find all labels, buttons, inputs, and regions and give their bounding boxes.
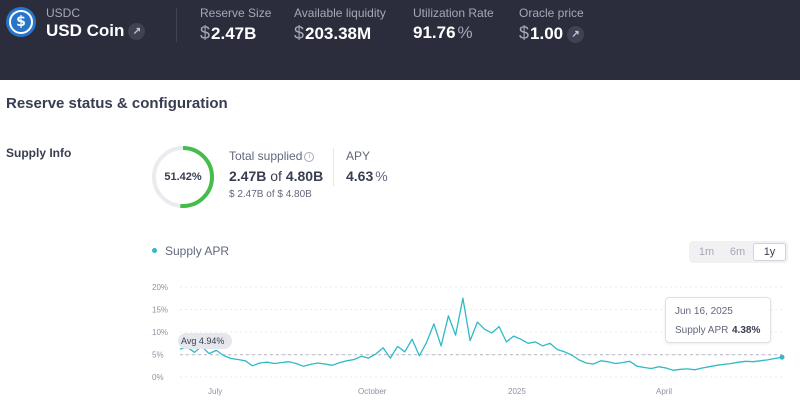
hover-point xyxy=(779,354,785,360)
utilization-ring xyxy=(152,146,214,208)
average-badge xyxy=(178,333,232,349)
y-tick-label: 20% xyxy=(152,283,168,292)
total-supplied-usd: $ 2.47B of $ 4.80B xyxy=(229,189,312,200)
x-tick-label: October xyxy=(358,387,387,396)
range-button-1y[interactable]: 1y xyxy=(753,243,786,261)
tooltip-date: Jun 16, 2025 xyxy=(675,306,733,317)
stat-label: Utilization Rate xyxy=(413,6,494,20)
range-button-6m[interactable]: 6m xyxy=(729,246,746,258)
vertical-divider xyxy=(333,148,334,186)
time-range-toggle: 1m 6m 1y xyxy=(689,241,788,263)
header-divider xyxy=(176,8,177,42)
external-link-icon[interactable]: ↗ xyxy=(128,23,146,41)
stat-label: Oracle price xyxy=(519,6,584,20)
chart-tooltip: Jun 16, 2025 Supply APR 4.38% xyxy=(665,297,771,343)
total-supplied-label: Total supplied i xyxy=(229,149,315,163)
asset-name-text: USD Coin xyxy=(46,21,125,40)
stat-value: $203.38M xyxy=(294,23,372,43)
total-supplied-value: 2.47B of 4.80B xyxy=(229,168,324,184)
reserve-header: $ USDC USD Coin ↗ Reserve Size $2.47B Ava… xyxy=(0,0,800,80)
average-label: Avg 4.94% xyxy=(181,336,224,346)
y-tick-label: 0% xyxy=(152,373,164,382)
stat-available-liquidity: Available liquidity $203.38M xyxy=(294,6,386,44)
apy-value: 4.63% xyxy=(346,168,388,184)
legend-dot xyxy=(152,248,157,253)
y-tick-label: 10% xyxy=(152,328,168,337)
section-title: Reserve status & configuration xyxy=(6,95,228,112)
y-tick-label: 15% xyxy=(152,306,168,315)
stat-label: Reserve Size xyxy=(200,6,272,20)
tooltip-value: 4.38% xyxy=(732,325,761,336)
asset-name: USD Coin ↗ xyxy=(46,21,146,41)
x-tick-label: July xyxy=(208,387,222,396)
supply-info-label: Supply Info xyxy=(6,146,72,160)
supply-apr-line xyxy=(179,297,783,371)
stat-label: Available liquidity xyxy=(294,6,386,20)
x-tick-label: 2025 xyxy=(508,387,526,396)
range-button-1m[interactable]: 1m xyxy=(698,246,715,258)
stat-utilization-rate: Utilization Rate 91.76% xyxy=(413,6,494,43)
tooltip-label: Supply APR xyxy=(675,325,729,336)
stat-reserve-size: Reserve Size $2.47B xyxy=(200,6,271,44)
apy-label: APY xyxy=(346,149,371,163)
info-icon[interactable]: i xyxy=(304,151,315,162)
usdc-logo-icon: $ xyxy=(6,7,36,37)
stat-value: $1.00 ↗ xyxy=(519,23,585,44)
asset-symbol: USDC xyxy=(46,6,81,20)
stat-value: $2.47B xyxy=(200,23,257,43)
oracle-link-icon[interactable]: ↗ xyxy=(567,26,585,44)
utilization-percent: 51.42% xyxy=(164,171,202,183)
legend-label: Supply APR xyxy=(165,244,230,258)
x-tick-label: April xyxy=(656,387,672,396)
y-tick-label: 5% xyxy=(152,351,164,360)
stat-oracle-price: Oracle price $1.00 ↗ xyxy=(519,6,585,44)
stat-value: 91.76% xyxy=(413,23,473,42)
